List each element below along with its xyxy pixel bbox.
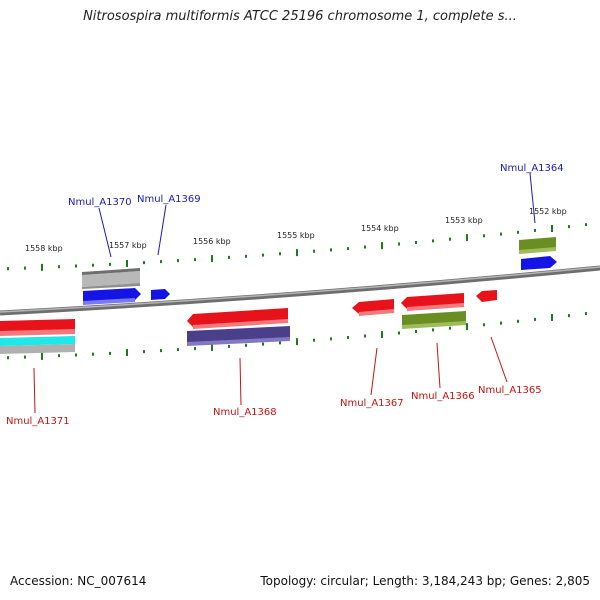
gene-block-nmul-a1371-cyan[interactable] [0,336,75,346]
leader-nmul-a1369 [157,204,167,256]
genome-summary-text: Topology: circular; Length: 3,184,243 bp… [260,574,590,588]
leader-nmul-a1366 [436,342,441,389]
leader-nmul-a1370 [98,207,112,258]
gene-labels: Nmul_A1370 Nmul_A1369 Nmul_A1364 Nmul_A1… [6,163,564,427]
outer-scale-ticks [7,223,587,271]
gene-arrow-shadow [407,303,464,311]
label-leader-lines [33,172,536,414]
gene-label-nmul-a1367[interactable]: Nmul_A1367 [340,398,404,409]
gene-label-nmul-a1366[interactable]: Nmul_A1366 [411,391,475,402]
gene-arrow-shadow [359,309,394,316]
gene-label-nmul-a1365[interactable]: Nmul_A1365 [478,385,542,396]
gene-block-shadow [519,247,556,254]
gene-arrow-nmul-a1364[interactable] [521,256,557,270]
gene-label-nmul-a1368[interactable]: Nmul_A1368 [213,407,277,418]
gene-label-nmul-a1370[interactable]: Nmul_A1370 [68,197,132,208]
gene-arrow-shadow [193,319,288,329]
leader-nmul-a1365 [490,336,508,383]
accession-text: Accession: NC_007614 [10,574,147,588]
reverse-strand-genes [0,290,497,354]
gene-block-edge [82,268,140,275]
gene-label-nmul-a1369[interactable]: Nmul_A1369 [137,194,201,205]
chromosome-backbone [0,265,600,316]
gene-block-shadow [187,337,290,346]
gene-block-nmul-a1371-gray[interactable] [0,344,75,354]
scale-label-1558: 1558 kbp [25,244,63,253]
scale-label-1553: 1553 kbp [445,216,483,225]
gene-label-nmul-a1364[interactable]: Nmul_A1364 [500,163,564,174]
gene-block-shadow [0,329,75,336]
forward-strand-genes [82,237,557,305]
leader-nmul-a1364 [529,172,536,224]
gene-block-nmul-a1370-upper[interactable] [82,271,140,287]
leader-nmul-a1371 [33,367,36,414]
gene-arrow-nmul-a1369[interactable] [151,289,170,300]
scale-label-1555: 1555 kbp [277,231,315,240]
chromosome-title: Nitrosospira multiformis ATCC 25196 chro… [83,9,517,24]
scale-label-1557: 1557 kbp [109,241,147,250]
gene-label-nmul-a1371[interactable]: Nmul_A1371 [6,416,70,427]
scale-labels: 1558 kbp 1557 kbp 1556 kbp 1555 kbp 1554… [25,207,567,253]
scale-label-1554: 1554 kbp [361,224,399,233]
gene-block-shadow [82,283,140,289]
leader-nmul-a1367 [370,347,378,396]
chromosome-backbone-highlight [0,266,600,313]
scale-label-1552: 1552 kbp [529,207,567,216]
gene-arrow-shadow [83,298,135,305]
inner-scale-ticks [7,312,587,360]
gene-block-shadow [402,321,466,329]
gene-arrow-nmul-a1365[interactable] [476,290,497,302]
leader-nmul-a1368 [239,357,242,406]
scale-label-1556: 1556 kbp [193,237,231,246]
